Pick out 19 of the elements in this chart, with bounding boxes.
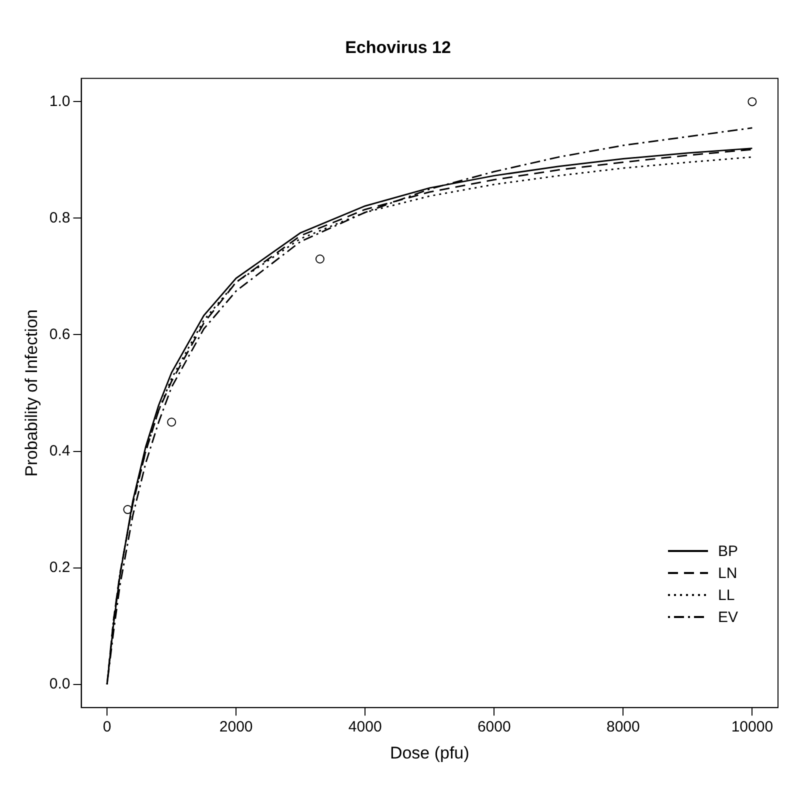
y-tick-label: 0.8 bbox=[49, 209, 70, 226]
x-tick-label: 10000 bbox=[731, 718, 774, 736]
y-tick-label: 0.2 bbox=[49, 558, 70, 576]
x-tick-label: 2000 bbox=[219, 718, 253, 736]
x-tick-label: 0 bbox=[102, 718, 112, 736]
legend-label: LL bbox=[718, 586, 735, 604]
y-tick-label: 0.0 bbox=[49, 675, 70, 692]
x-axis-title: Dose (pfu) bbox=[390, 743, 470, 762]
x-tick-label: 6000 bbox=[477, 718, 511, 736]
x-tick-label: 8000 bbox=[606, 718, 640, 736]
y-tick-label: 0.6 bbox=[49, 326, 70, 343]
legend-label: LN bbox=[718, 564, 738, 582]
y-tick-label: 0.4 bbox=[49, 442, 70, 460]
y-axis-title: Probability of Infection bbox=[22, 309, 41, 477]
legend-label: EV bbox=[718, 608, 738, 626]
chart-title: Echovirus 12 bbox=[345, 38, 451, 57]
x-tick-label: 4000 bbox=[348, 718, 382, 736]
y-tick-label: 1.0 bbox=[49, 92, 70, 110]
legend-label: BP bbox=[718, 542, 738, 560]
